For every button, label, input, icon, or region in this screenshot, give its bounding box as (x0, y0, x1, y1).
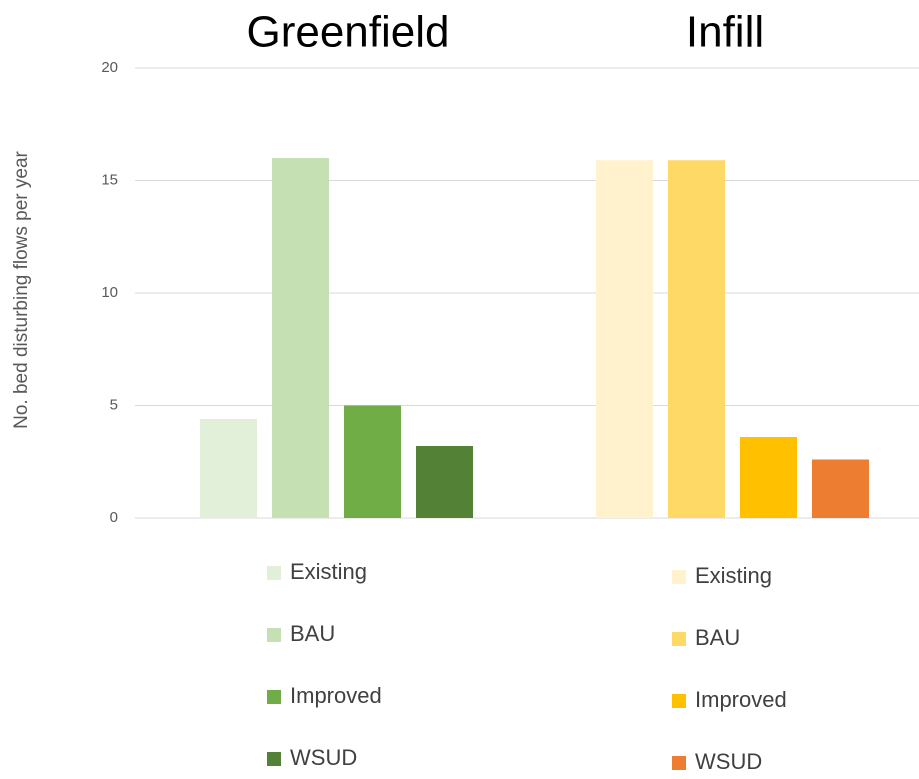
bar (668, 160, 725, 518)
bar (416, 446, 473, 518)
y-tick-label: 20 (101, 59, 118, 76)
legend-swatch (672, 632, 686, 646)
bar (812, 459, 869, 518)
legend-label: BAU (695, 625, 740, 650)
bar (596, 160, 653, 518)
legend-label: Existing (695, 563, 772, 588)
bar (200, 419, 257, 518)
bar (740, 437, 797, 518)
legend-swatch (267, 690, 281, 704)
legend-swatch (672, 694, 686, 708)
y-axis-label: No. bed disturbing flows per year (11, 150, 32, 428)
legend-swatch (267, 628, 281, 642)
bar (344, 405, 401, 518)
bar (272, 158, 329, 518)
legend-label: WSUD (290, 745, 357, 770)
legend-swatch (672, 570, 686, 584)
legend-swatch (267, 752, 281, 766)
legend-label: Improved (290, 683, 382, 708)
legend-swatch (267, 566, 281, 580)
y-tick-label: 10 (101, 284, 118, 301)
group-title: Greenfield (246, 8, 449, 57)
y-tick-label: 5 (110, 396, 118, 413)
legend-label: WSUD (695, 749, 762, 774)
y-tick-label: 15 (101, 171, 118, 188)
legend-label: BAU (290, 621, 335, 646)
legend-swatch (672, 756, 686, 770)
y-tick-label: 0 (110, 509, 118, 526)
legend-label: Improved (695, 687, 787, 712)
group-title: Infill (686, 8, 764, 57)
legend-label: Existing (290, 559, 367, 584)
